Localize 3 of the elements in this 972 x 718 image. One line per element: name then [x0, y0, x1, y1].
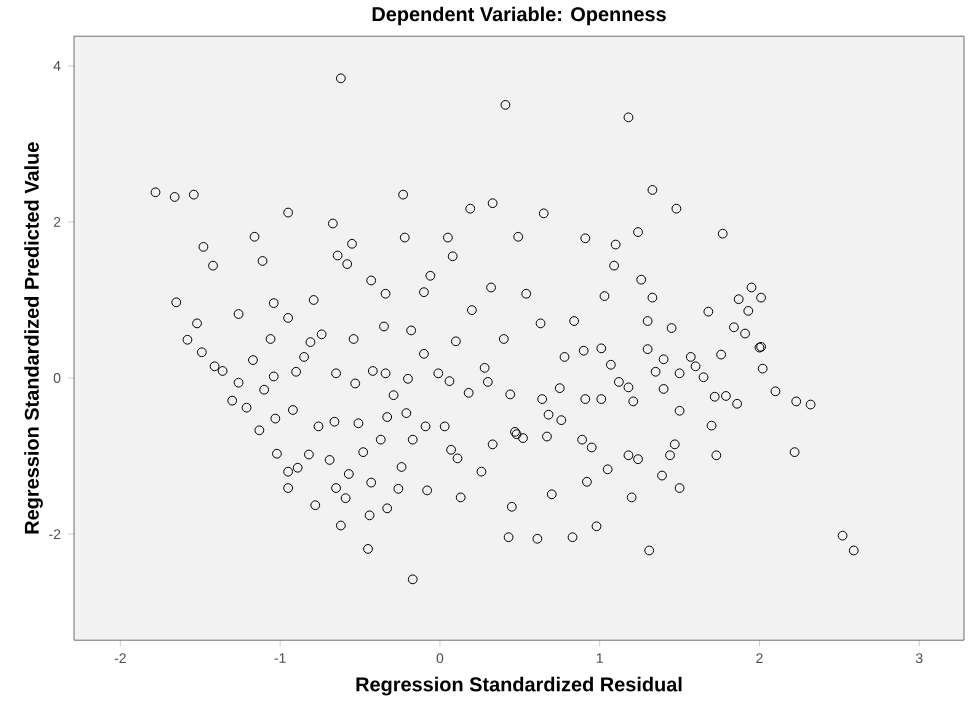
- x-axis-title: Regression Standardized Residual: [356, 676, 682, 696]
- chart-title: Dependent Variable: Openness: [372, 6, 666, 26]
- y-axis-title: Regression Standardized Predicted Value: [24, 142, 43, 534]
